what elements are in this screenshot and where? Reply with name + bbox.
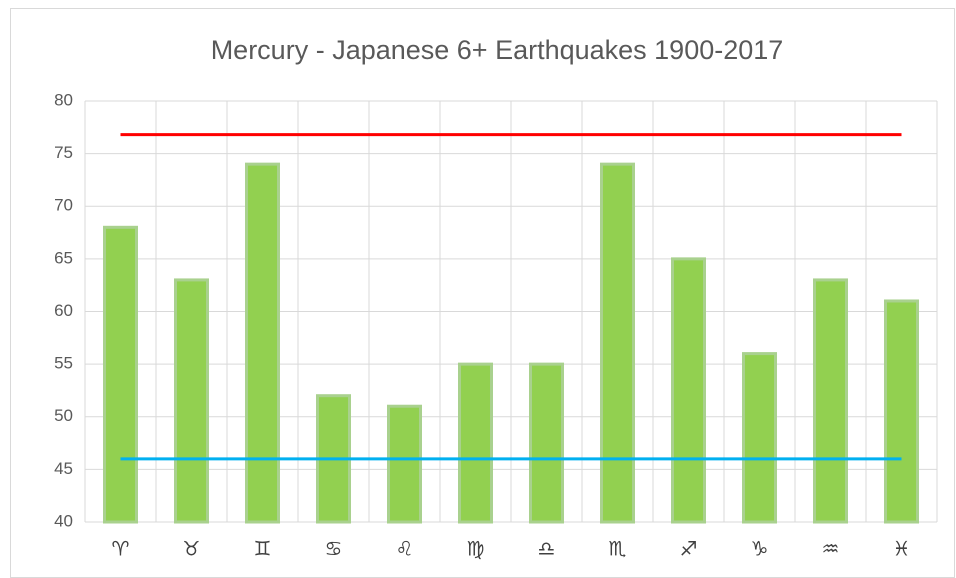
bar: [529, 362, 564, 524]
bar: [671, 257, 706, 524]
bar: [245, 162, 280, 524]
y-tick-label: 50: [54, 406, 73, 425]
y-tick-label: 75: [54, 143, 73, 162]
x-tick-label: ♊: [254, 537, 272, 561]
y-tick-label: 40: [54, 511, 73, 530]
x-tick-label: ♋: [325, 537, 343, 561]
x-tick-label: ♐: [680, 537, 698, 561]
bar: [387, 404, 422, 524]
x-tick-label: ♑: [751, 537, 769, 561]
y-tick-label: 65: [54, 248, 73, 267]
y-tick-label: 45: [54, 459, 73, 478]
x-tick-label: ♍: [467, 537, 485, 561]
bar: [174, 278, 209, 524]
chart-title: Mercury - Japanese 6+ Earthquakes 1900-2…: [211, 35, 784, 65]
y-tick-label: 60: [54, 301, 73, 320]
x-tick-label: ♌: [396, 537, 414, 561]
bar: [742, 352, 777, 524]
y-tick-label: 80: [54, 90, 73, 109]
x-tick-label: ♏: [609, 537, 627, 561]
bar: [884, 299, 919, 524]
x-tick-label: ♎: [538, 537, 556, 561]
y-tick-label: 70: [54, 196, 73, 215]
bar: [458, 362, 493, 524]
x-tick-label: ♒: [822, 537, 840, 561]
y-tick-label: 55: [54, 354, 73, 373]
bar: [103, 225, 138, 524]
x-tick-label: ♉: [183, 537, 201, 561]
x-tick-label: ♈: [112, 537, 130, 561]
x-tick-label: ♓: [893, 537, 911, 561]
bar: [600, 162, 635, 524]
bar: [813, 278, 848, 524]
